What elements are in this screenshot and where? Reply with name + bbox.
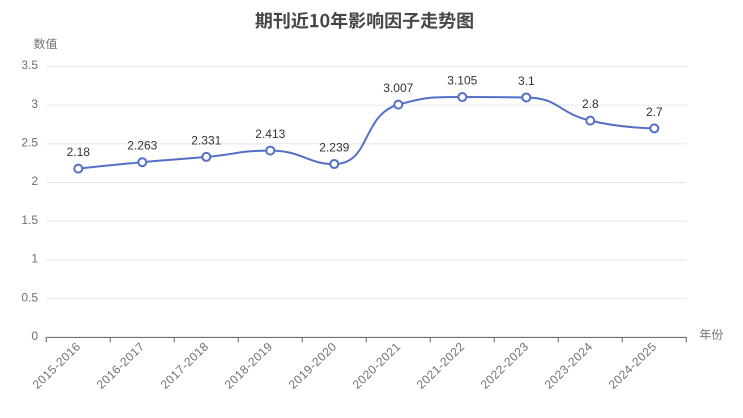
svg-text:0: 0 [31,329,38,343]
svg-text:2.7: 2.7 [646,105,663,119]
svg-text:3: 3 [31,97,38,111]
svg-text:2.18: 2.18 [67,145,91,159]
svg-text:3.007: 3.007 [383,81,413,95]
svg-text:0.5: 0.5 [21,290,38,304]
svg-text:3.1: 3.1 [518,74,535,88]
svg-text:3.105: 3.105 [447,73,477,87]
svg-text:2.413: 2.413 [255,127,285,141]
svg-text:1.5: 1.5 [21,213,38,227]
svg-text:2: 2 [31,174,38,188]
svg-text:2.331: 2.331 [191,133,221,147]
svg-text:3.5: 3.5 [21,58,38,72]
svg-text:2.239: 2.239 [319,140,349,154]
svg-text:2.263: 2.263 [127,139,157,153]
svg-text:1: 1 [31,252,38,266]
svg-text:2.5: 2.5 [21,136,38,150]
svg-text:2.8: 2.8 [582,97,599,111]
